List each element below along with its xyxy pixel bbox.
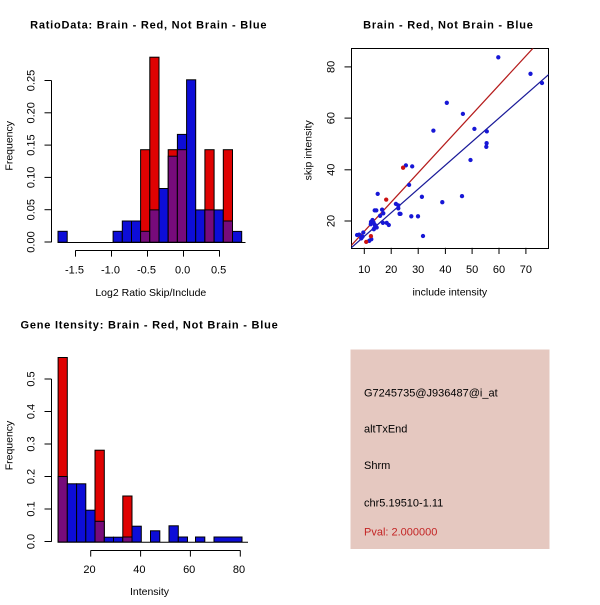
svg-text:-0.5: -0.5 bbox=[137, 265, 156, 277]
svg-text:40: 40 bbox=[326, 164, 338, 176]
svg-text:40: 40 bbox=[439, 264, 451, 276]
svg-text:0.10: 0.10 bbox=[25, 167, 37, 188]
svg-text:G7245735@J936487@i_at: G7245735@J936487@i_at bbox=[364, 388, 498, 400]
svg-text:20: 20 bbox=[326, 215, 338, 227]
svg-text:70: 70 bbox=[520, 264, 532, 276]
svg-text:60: 60 bbox=[326, 112, 338, 124]
svg-text:0.20: 0.20 bbox=[25, 102, 37, 123]
svg-text:0.5: 0.5 bbox=[25, 371, 37, 386]
svg-text:0.0: 0.0 bbox=[25, 534, 37, 549]
svg-text:Gene Itensity: Brain - Red, No: Gene Itensity: Brain - Red, Not Brain - … bbox=[20, 319, 278, 331]
svg-text:skip intensity: skip intensity bbox=[303, 119, 315, 180]
svg-text:include intensity: include intensity bbox=[412, 287, 487, 299]
svg-text:0.1: 0.1 bbox=[25, 501, 37, 516]
svg-text:0.3: 0.3 bbox=[25, 436, 37, 451]
svg-text:altTxEnd: altTxEnd bbox=[364, 424, 407, 436]
svg-text:20: 20 bbox=[385, 264, 397, 276]
svg-text:RatioData: Brain - Red, Not Br: RatioData: Brain - Red, Not Brain - Blue bbox=[30, 20, 267, 32]
svg-text:Intensity: Intensity bbox=[130, 586, 170, 598]
svg-text:-1.0: -1.0 bbox=[101, 265, 120, 277]
svg-text:Pval: 2.000000: Pval: 2.000000 bbox=[364, 526, 437, 538]
svg-text:60: 60 bbox=[183, 564, 195, 576]
svg-text:10: 10 bbox=[358, 264, 370, 276]
svg-text:50: 50 bbox=[466, 264, 478, 276]
svg-text:Shrm: Shrm bbox=[364, 460, 390, 472]
svg-text:0.00: 0.00 bbox=[25, 231, 37, 252]
svg-text:30: 30 bbox=[412, 264, 424, 276]
svg-text:0.4: 0.4 bbox=[25, 404, 37, 419]
svg-text:0.15: 0.15 bbox=[25, 134, 37, 155]
svg-text:0.5: 0.5 bbox=[211, 265, 226, 277]
svg-text:Frequency: Frequency bbox=[4, 120, 16, 170]
svg-text:80: 80 bbox=[326, 61, 338, 73]
svg-text:-1.5: -1.5 bbox=[65, 265, 84, 277]
svg-text:60: 60 bbox=[493, 264, 505, 276]
svg-text:0.25: 0.25 bbox=[25, 70, 37, 91]
svg-text:chr5.19510-1.11: chr5.19510-1.11 bbox=[364, 497, 443, 509]
svg-text:20: 20 bbox=[83, 564, 95, 576]
svg-text:80: 80 bbox=[233, 564, 245, 576]
svg-text:Log2 Ratio Skip/Include: Log2 Ratio Skip/Include bbox=[95, 287, 206, 299]
svg-text:0.2: 0.2 bbox=[25, 469, 37, 484]
svg-text:40: 40 bbox=[133, 564, 145, 576]
svg-text:0.0: 0.0 bbox=[175, 265, 190, 277]
svg-text:0.05: 0.05 bbox=[25, 199, 37, 220]
svg-text:Brain - Red, Not Brain - Blue: Brain - Red, Not Brain - Blue bbox=[363, 20, 534, 32]
svg-text:Frequency: Frequency bbox=[4, 420, 16, 470]
